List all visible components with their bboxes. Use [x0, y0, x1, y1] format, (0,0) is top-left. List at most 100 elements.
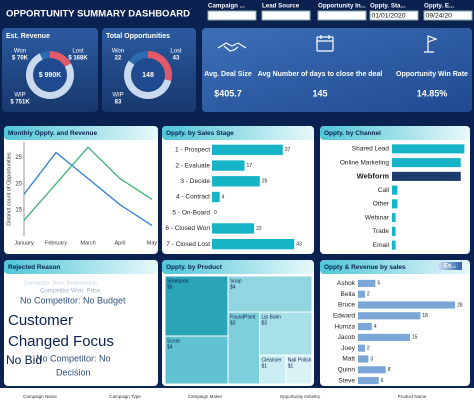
cell-name: Nail Polish — [288, 358, 312, 364]
word: Competitor Won: Relationship — [24, 280, 97, 286]
bar — [358, 290, 365, 298]
cell-value: $1 — [288, 364, 294, 370]
cell-name: Shampoo — [167, 278, 189, 284]
category-label: Bruce — [338, 302, 355, 309]
bar — [392, 213, 396, 223]
bar — [358, 323, 372, 331]
donut-center — [132, 59, 164, 91]
x-tick-label: January — [14, 240, 34, 246]
category-label: Email — [373, 242, 390, 249]
category-label: Jacob — [338, 334, 356, 341]
line-series — [23, 151, 153, 227]
filter-box — [207, 10, 257, 21]
segment-value: $ 70K — [12, 56, 29, 62]
handshake-icon — [217, 42, 247, 52]
category-label: 5 - On-Board — [172, 209, 210, 216]
treemap-cell — [164, 335, 229, 385]
bar — [392, 144, 465, 154]
category-label: Edward — [333, 313, 355, 320]
bar — [392, 240, 396, 250]
filter-box — [423, 10, 473, 21]
card-title: Oppty. by Sales Stage — [166, 130, 234, 137]
card — [4, 126, 158, 254]
x-tick-label: April — [114, 240, 125, 246]
card — [320, 260, 470, 386]
cell-name: FoundPoint — [230, 314, 256, 320]
category-label: 1 - Prospect — [175, 147, 210, 154]
footer-bar — [0, 388, 474, 406]
value-label: 28 — [457, 302, 463, 308]
filter-box — [369, 10, 419, 21]
kpi-icons — [217, 35, 438, 53]
card-header — [162, 260, 314, 274]
category-label: 7 - Closed Lost — [166, 241, 210, 248]
value-label: 5 — [377, 281, 380, 287]
category-label: Shared Lead — [352, 146, 390, 153]
y-axis-label: Distinct count of Opportunities — [6, 152, 12, 226]
segment-value: 22 — [115, 56, 122, 62]
bar — [392, 185, 398, 195]
cell-name: Scrub — [167, 338, 180, 344]
cell-value: $4 — [230, 284, 236, 290]
category-label: Quinn — [338, 367, 356, 374]
value-label: 4 — [374, 324, 377, 330]
cell-value: $1 — [262, 364, 268, 370]
category-label: Other — [373, 201, 390, 208]
treemap-cell — [259, 354, 287, 385]
card-title: Monthly Oppty. and Revenue — [8, 130, 97, 137]
calendar-rings — [317, 35, 333, 42]
bar — [392, 171, 461, 181]
x-tick-label: March — [80, 240, 95, 246]
y-tick-label: 25 — [15, 155, 22, 161]
bar — [392, 226, 396, 236]
category-label: Webform — [357, 171, 390, 180]
filter-value: 01/01/2020 — [372, 13, 406, 20]
treemap-cell — [227, 275, 313, 313]
category-label: Webinar — [365, 214, 390, 221]
word: No Bid — [6, 353, 42, 367]
segment-name: Lost — [170, 49, 182, 55]
value-label: 15 — [412, 335, 418, 341]
word: Decision — [56, 367, 91, 377]
value-label: 2 — [367, 346, 370, 352]
y-tick-label: 15 — [15, 207, 22, 213]
filter-box — [317, 10, 367, 21]
bar — [358, 333, 410, 341]
category-label: 3 - Decide — [180, 178, 210, 185]
category-label: 4 - Contract — [176, 194, 210, 201]
filter-label: Lead Source — [262, 3, 300, 10]
cell-value: $3 — [262, 320, 268, 326]
category-label: Matt — [342, 356, 355, 363]
bar — [212, 144, 283, 156]
kpi-value: 14.85% — [417, 88, 448, 98]
y-tick-label: 20 — [15, 181, 22, 187]
bar — [212, 238, 295, 250]
donut-segment — [128, 51, 148, 65]
bar — [358, 279, 376, 287]
word: Changed Focus — [8, 333, 114, 350]
value-label: 25 — [262, 179, 268, 185]
bar — [358, 366, 386, 374]
value-label: 8 — [388, 367, 391, 373]
donut-segment — [123, 60, 172, 100]
card-header — [320, 126, 470, 140]
dashboard-title: OPPORTUNITY SUMMARY DASHBOARD — [6, 9, 190, 20]
word: Competitor Won: Price — [40, 289, 101, 295]
card-header — [320, 260, 470, 274]
value-label: 18 — [422, 313, 428, 319]
bar — [358, 377, 379, 385]
segment-value: $ 168K — [68, 56, 88, 62]
category-label: Online Marketing — [340, 159, 390, 166]
category-label: Joey — [341, 345, 355, 352]
cell-value: $5 — [167, 284, 173, 290]
donut-segment — [148, 51, 172, 82]
x-tick-label: February — [45, 240, 67, 246]
bar — [212, 223, 255, 234]
value-label: 4 — [222, 194, 225, 200]
card-title: Oppty & Revenue by sales — [324, 264, 406, 271]
filter-label: Campaign ... — [208, 3, 245, 10]
segment-name: Won — [14, 49, 26, 55]
card-title: Oppty. by Product — [166, 264, 223, 271]
value-label: 2 — [367, 292, 370, 298]
treemap-cell — [164, 275, 229, 337]
